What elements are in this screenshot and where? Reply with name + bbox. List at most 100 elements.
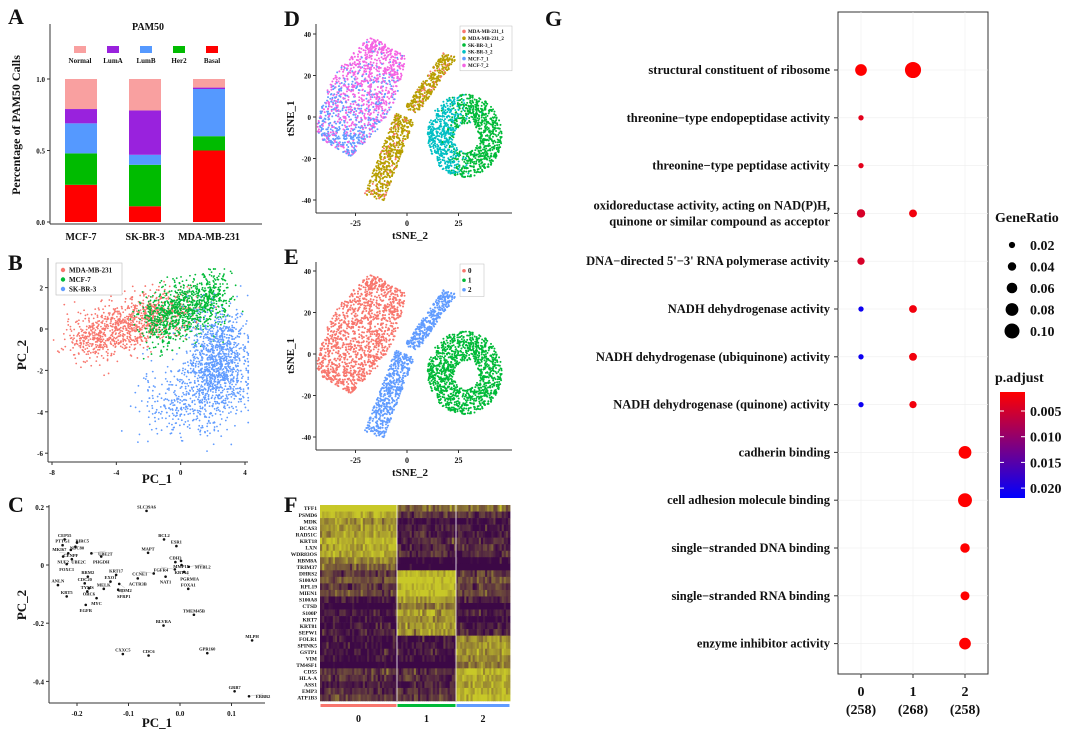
point-mda-mb-231 [103, 374, 106, 377]
point-mcf-7 [178, 297, 181, 300]
point-mda-mb-231 [90, 313, 93, 316]
point-mcf-7 [154, 291, 157, 294]
point-sk-br-3 [196, 338, 199, 341]
point-sk-br-3 [235, 370, 237, 373]
point-mcf-7 [205, 278, 207, 280]
point-sk-br-3 [211, 372, 214, 375]
panel-letter-d: D [284, 6, 300, 31]
point-mda-mb-231 [141, 319, 143, 322]
point-mcf-7_1 [396, 79, 399, 82]
point-mda-mb-231 [117, 324, 120, 327]
point-mda-mb-231 [215, 306, 217, 309]
point-sk-br-3 [206, 422, 209, 425]
point-sk-br-3 [228, 326, 231, 328]
point-mda-mb-231 [127, 329, 130, 332]
point-mda-mb-231 [85, 325, 88, 328]
point-mcf-7_2 [363, 69, 366, 72]
point-mcf-7 [241, 310, 244, 313]
point-mda-mb-231 [110, 318, 112, 321]
point-mcf-7_1 [352, 100, 355, 103]
point-mda-mb-231 [122, 332, 125, 335]
bar-lumb [193, 89, 225, 137]
point-mcf-7_2 [340, 68, 343, 71]
point-mcf-7_2 [348, 125, 351, 128]
point-mcf-7_2 [381, 48, 384, 51]
point-sk-br-3 [208, 324, 211, 327]
point-sk-br-3 [167, 399, 170, 402]
point-sk-br-3 [236, 353, 238, 356]
point-mda-mb-231 [139, 314, 142, 317]
point-mcf-7 [213, 287, 216, 289]
point-sk-br-3 [208, 366, 211, 369]
point-mda-mb-231 [128, 346, 131, 348]
point-mcf-7_1 [338, 137, 341, 140]
point-mcf-7_2 [400, 75, 403, 78]
point-mcf-7_2 [373, 119, 376, 122]
point-mcf-7 [192, 300, 195, 302]
point-sk-br-3 [235, 314, 238, 316]
point-mda-mb-231 [165, 297, 168, 300]
point-mda-mb-231 [128, 340, 131, 343]
point-mcf-7 [167, 302, 170, 305]
point-mcf-7_1 [372, 117, 375, 120]
panel-c-x-tick-label: -0.2 [71, 710, 83, 718]
point-sk-br-3 [247, 421, 250, 424]
point-mcf-7_1 [378, 43, 381, 46]
point-mcf-7 [196, 283, 199, 286]
point-sk-br-3 [197, 369, 200, 372]
point-sk-br-3 [228, 346, 231, 349]
point-mda-mb-231 [151, 283, 154, 286]
point-mda-mb-231 [77, 352, 80, 355]
point-mcf-7_2 [383, 45, 386, 48]
point-mcf-7_2 [380, 85, 383, 88]
point-sk-br-3 [198, 390, 201, 393]
point-mcf-7_2 [387, 68, 390, 71]
point-sk-br-3 [209, 422, 212, 425]
point-mcf-7 [159, 355, 162, 358]
point-mcf-7 [182, 286, 185, 289]
point-mcf-7_2 [327, 115, 330, 118]
point-mcf-7 [229, 270, 232, 273]
point-mcf-7_1 [383, 96, 386, 99]
point-mcf-7_2 [356, 116, 359, 119]
point-mcf-7 [186, 316, 189, 319]
point-mcf-7_2 [396, 75, 399, 78]
point-mda-mb-231 [94, 343, 97, 346]
point-sk-br-3 [231, 324, 234, 327]
point-sk-br-3 [207, 349, 210, 352]
point-mcf-7_2 [342, 92, 345, 95]
point-mcf-7 [160, 307, 163, 309]
point-mda-mb-231 [126, 332, 129, 335]
point-mda-mb-231 [81, 329, 84, 332]
point-mcf-7 [162, 316, 165, 319]
point-mcf-7 [182, 314, 185, 317]
point-mcf-7_2 [346, 121, 349, 124]
point-sk-br-3 [199, 319, 202, 321]
point-sk-br-3 [211, 394, 214, 397]
point-mda-mb-231 [88, 357, 91, 359]
point-mda-mb-231 [113, 353, 115, 356]
point-mcf-7_2 [388, 76, 391, 79]
point-sk-br-3 [180, 406, 183, 409]
point-sk-br-3 [214, 333, 217, 336]
point-sk-br-3 [187, 364, 190, 367]
bar-basal [193, 150, 225, 222]
point-mcf-7 [194, 273, 197, 276]
point-mcf-7_2 [360, 47, 363, 50]
gene-label: PGRMIA [180, 576, 199, 581]
point-sk-br-3 [213, 407, 216, 410]
point-mcf-7 [195, 288, 198, 291]
point-mcf-7 [156, 323, 159, 326]
point-sk-br-3 [227, 365, 229, 368]
point-mcf-7 [208, 294, 211, 296]
point-mcf-7 [223, 313, 226, 316]
point-sk-br-3 [210, 345, 213, 348]
point-mcf-7 [211, 310, 214, 312]
point-sk-br-3 [211, 355, 214, 357]
point-mda-mb-231 [161, 319, 164, 321]
point-mda-mb-231 [140, 335, 143, 338]
point-sk-br-3 [224, 419, 227, 422]
point-mcf-7_2 [369, 63, 372, 66]
point-mcf-7 [176, 296, 178, 298]
point-mcf-7_1 [357, 89, 360, 92]
